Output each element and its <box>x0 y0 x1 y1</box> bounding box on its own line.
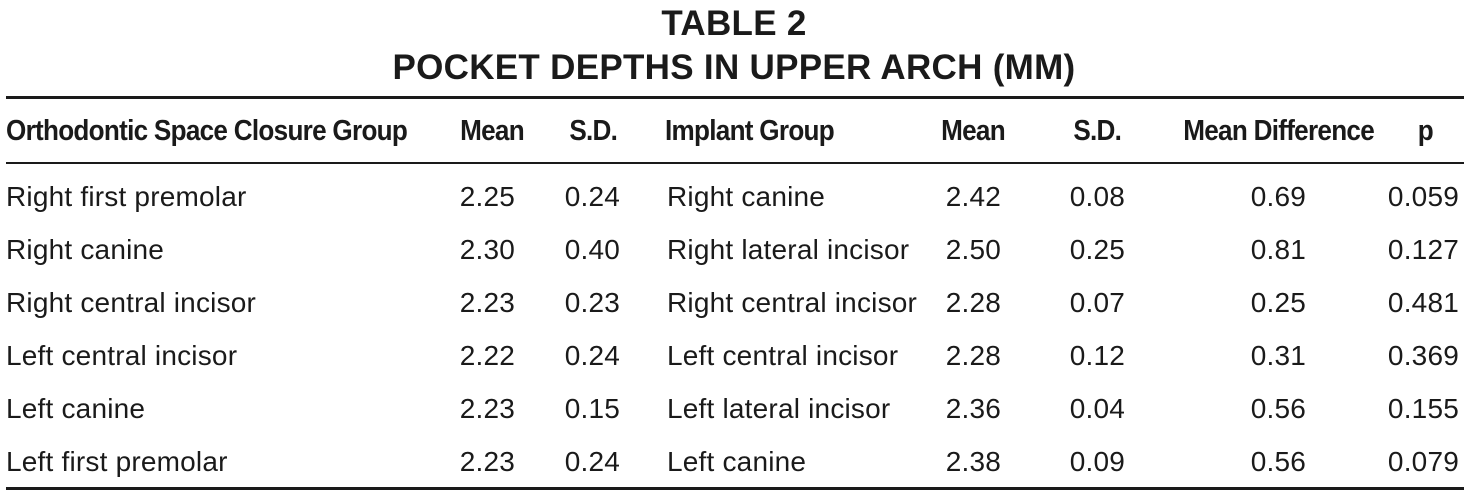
header-p-value: p <box>1417 115 1434 147</box>
mean-difference-cell: 0.25 <box>1250 287 1306 318</box>
implant-tooth-cell: Left lateral incisor <box>667 393 891 424</box>
table-subtitle: POCKET DEPTHS IN UPPER ARCH (MM) <box>392 48 1076 87</box>
mean-difference-cell: 0.81 <box>1250 234 1306 265</box>
p-value-cell: 0.127 <box>1387 234 1459 265</box>
table-row: Right canine 2.30 0.40 Right lateral inc… <box>0 236 1468 276</box>
header-ortho-group: Orthodontic Space Closure Group <box>6 115 408 147</box>
implant-mean-cell: 2.36 <box>945 393 1001 424</box>
ortho-sd-cell: 0.15 <box>564 393 620 424</box>
ortho-sd-cell: 0.23 <box>564 287 620 318</box>
implant-tooth-cell: Right lateral incisor <box>667 234 910 265</box>
p-value-cell: 0.059 <box>1387 181 1459 212</box>
header-ortho-sd: S.D. <box>569 115 618 147</box>
p-value-cell: 0.369 <box>1387 340 1459 371</box>
table-row: Right first premolar 2.25 0.24 Right can… <box>0 183 1468 223</box>
header-mean-difference: Mean Difference <box>1183 115 1375 147</box>
mean-difference-cell: 0.56 <box>1250 446 1306 477</box>
p-value-cell: 0.155 <box>1387 393 1459 424</box>
table-title: TABLE 2 <box>661 4 807 43</box>
implant-sd-cell: 0.08 <box>1069 181 1125 212</box>
table-row: Left first premolar 2.23 0.24 Left canin… <box>0 448 1468 488</box>
ortho-tooth-cell: Left central incisor <box>6 340 238 371</box>
mean-difference-cell: 0.31 <box>1250 340 1306 371</box>
implant-mean-cell: 2.38 <box>945 446 1001 477</box>
ortho-mean-cell: 2.23 <box>459 446 515 477</box>
implant-mean-cell: 2.50 <box>945 234 1001 265</box>
implant-sd-cell: 0.04 <box>1069 393 1125 424</box>
ortho-sd-cell: 0.24 <box>564 340 620 371</box>
header-implant-mean: Mean <box>941 115 1006 147</box>
implant-sd-cell: 0.07 <box>1069 287 1125 318</box>
bottom-rule <box>6 487 1464 490</box>
ortho-mean-cell: 2.30 <box>459 234 515 265</box>
table-row: Left canine 2.23 0.15 Left lateral incis… <box>0 395 1468 435</box>
implant-sd-cell: 0.09 <box>1069 446 1125 477</box>
ortho-sd-cell: 0.24 <box>564 446 620 477</box>
ortho-tooth-cell: Left first premolar <box>6 446 228 477</box>
implant-sd-cell: 0.12 <box>1069 340 1125 371</box>
ortho-tooth-cell: Right central incisor <box>6 287 257 318</box>
ortho-sd-cell: 0.40 <box>564 234 620 265</box>
implant-mean-cell: 2.28 <box>945 287 1001 318</box>
table-row: Left central incisor 2.22 0.24 Left cent… <box>0 342 1468 382</box>
implant-tooth-cell: Left central incisor <box>667 340 899 371</box>
implant-mean-cell: 2.42 <box>945 181 1001 212</box>
p-value-cell: 0.079 <box>1387 446 1459 477</box>
implant-mean-cell: 2.28 <box>945 340 1001 371</box>
ortho-sd-cell: 0.24 <box>564 181 620 212</box>
header-implant-group: Implant Group <box>665 115 835 147</box>
top-rule <box>6 96 1464 99</box>
ortho-tooth-cell: Right first premolar <box>6 181 247 212</box>
table-row: Right central incisor 2.23 0.23 Right ce… <box>0 289 1468 329</box>
implant-sd-cell: 0.25 <box>1069 234 1125 265</box>
ortho-mean-cell: 2.22 <box>459 340 515 371</box>
ortho-tooth-cell: Right canine <box>6 234 165 265</box>
header-ortho-mean: Mean <box>460 115 525 147</box>
implant-tooth-cell: Left canine <box>667 446 807 477</box>
ortho-mean-cell: 2.23 <box>459 287 515 318</box>
header-implant-sd: S.D. <box>1073 115 1122 147</box>
ortho-mean-cell: 2.25 <box>459 181 515 212</box>
mean-difference-cell: 0.56 <box>1250 393 1306 424</box>
p-value-cell: 0.481 <box>1387 287 1459 318</box>
header-rule <box>6 162 1464 164</box>
implant-tooth-cell: Right canine <box>667 181 826 212</box>
mean-difference-cell: 0.69 <box>1250 181 1306 212</box>
implant-tooth-cell: Right central incisor <box>667 287 918 318</box>
ortho-mean-cell: 2.23 <box>459 393 515 424</box>
ortho-tooth-cell: Left canine <box>6 393 146 424</box>
